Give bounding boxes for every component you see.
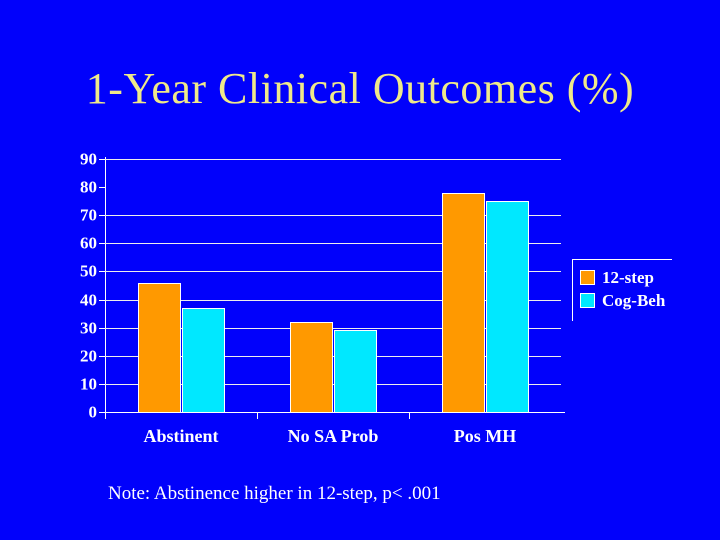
bar-12-step-pos-mh bbox=[442, 192, 485, 412]
y-tick-label-90: 90 bbox=[80, 149, 97, 169]
gridline-50 bbox=[105, 271, 561, 273]
gridline-20 bbox=[105, 355, 561, 357]
gridline-30 bbox=[105, 327, 561, 329]
legend-swatch-cog-beh bbox=[580, 293, 595, 309]
y-tick-10 bbox=[99, 383, 105, 385]
y-axis-line bbox=[105, 157, 106, 412]
y-tick-label-10: 10 bbox=[80, 374, 97, 394]
legend-label-cog-beh: Cog-Beh bbox=[602, 291, 666, 311]
chart-legend: 12-step Cog-Beh bbox=[572, 259, 672, 321]
bar-cog-beh-pos-mh bbox=[486, 201, 529, 412]
slide-title: 1-Year Clinical Outcomes (%) bbox=[85, 64, 635, 113]
gridline-60 bbox=[105, 243, 561, 245]
y-tick-label-60: 60 bbox=[80, 233, 97, 253]
note-text: Note: Abstinence higher in 12-step, p< .… bbox=[108, 483, 441, 504]
bar-cog-beh-abstinent bbox=[182, 308, 225, 412]
y-tick-60 bbox=[99, 243, 105, 245]
y-tick-20 bbox=[99, 355, 105, 357]
legend-swatch-12-step bbox=[580, 270, 595, 286]
y-tick-70 bbox=[99, 215, 105, 217]
y-tick-label-50: 50 bbox=[80, 261, 97, 281]
gridline-40 bbox=[105, 299, 561, 301]
x-tick-1 bbox=[257, 413, 258, 419]
y-tick-90 bbox=[99, 159, 105, 160]
bar-cog-beh-no-sa-prob bbox=[334, 330, 377, 412]
y-tick-50 bbox=[99, 271, 105, 273]
y-tick-label-30: 30 bbox=[80, 318, 97, 338]
y-tick-0 bbox=[99, 412, 105, 413]
legend-label-12-step: 12-step bbox=[602, 268, 654, 287]
x-tick-0 bbox=[105, 413, 106, 419]
gridline-90 bbox=[105, 159, 561, 160]
chart-plot-area: 90 80 70 60 50 40 30 20 10 0 Abstinent No SA Prob Po… bbox=[80, 151, 565, 446]
bar-12-step-no-sa-prob bbox=[290, 322, 333, 412]
y-tick-80 bbox=[99, 187, 105, 189]
bar-12-step-abstinent bbox=[138, 282, 181, 412]
x-axis-line bbox=[105, 412, 565, 413]
legend-item-12-step: 12-step bbox=[580, 267, 672, 288]
legend-item-cog-beh: Cog-Beh bbox=[580, 290, 672, 311]
gridline-10 bbox=[105, 383, 561, 385]
category-label-no-sa-prob: No SA Prob bbox=[287, 426, 379, 446]
y-tick-label-70: 70 bbox=[80, 205, 97, 225]
y-tick-30 bbox=[99, 327, 105, 329]
y-tick-label-20: 20 bbox=[80, 346, 97, 366]
y-tick-40 bbox=[99, 299, 105, 301]
category-label-abstinent: Abstinent bbox=[143, 426, 219, 446]
category-label-pos-mh: Pos MH bbox=[453, 426, 517, 446]
y-tick-label-80: 80 bbox=[80, 177, 97, 197]
x-tick-2 bbox=[409, 413, 410, 419]
y-tick-label-0: 0 bbox=[88, 402, 98, 422]
gridline-70 bbox=[105, 215, 561, 217]
y-tick-label-40: 40 bbox=[80, 290, 97, 310]
